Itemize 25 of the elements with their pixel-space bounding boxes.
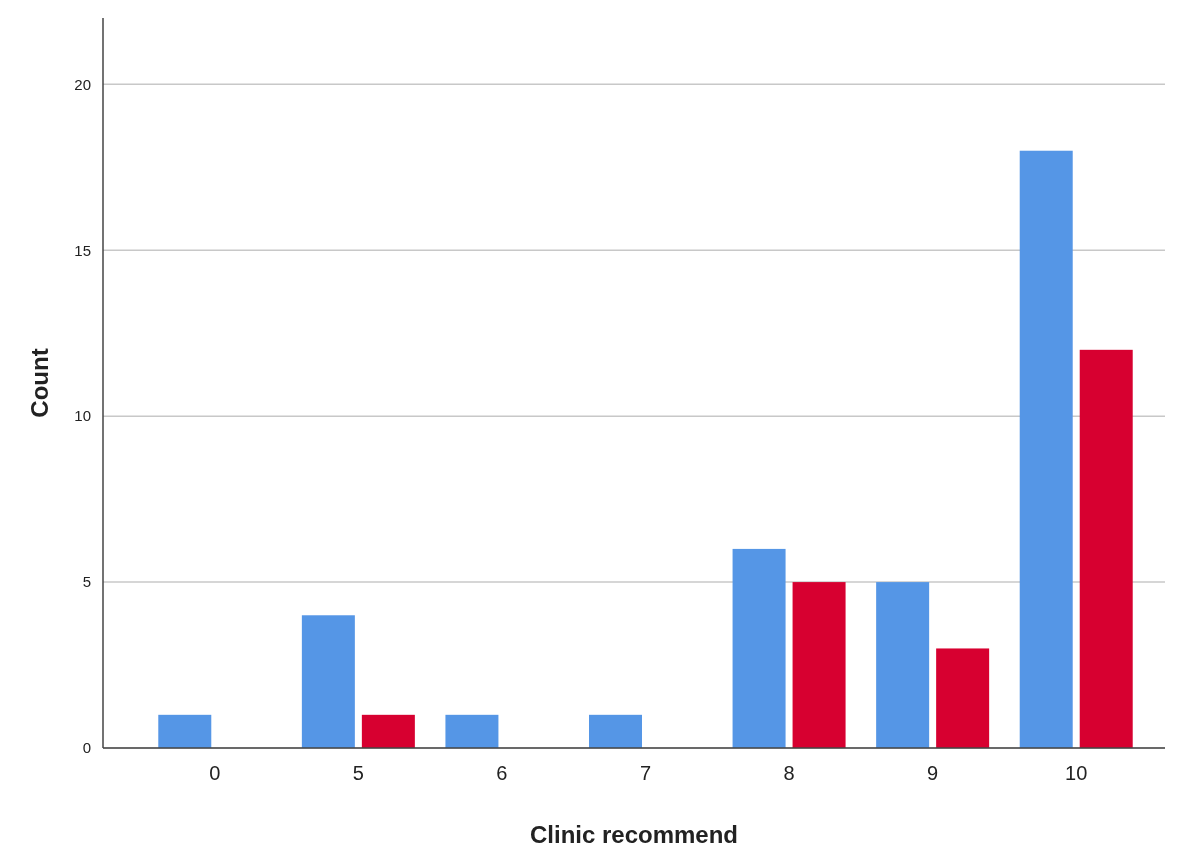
bar xyxy=(589,714,642,748)
bar xyxy=(1019,150,1073,748)
x-tick-label: 5 xyxy=(352,762,364,784)
x-tick-label: 10 xyxy=(1065,762,1088,784)
y-tick-label: 10 xyxy=(74,407,91,425)
bar xyxy=(301,615,355,748)
bar xyxy=(936,648,990,748)
bar xyxy=(876,582,930,748)
y-axis-title: Count xyxy=(26,348,53,418)
bar xyxy=(732,548,786,748)
bar xyxy=(158,714,212,748)
y-tick-label: 20 xyxy=(74,75,91,93)
bar xyxy=(1079,349,1133,748)
bar xyxy=(445,714,499,748)
x-tick-label: 8 xyxy=(783,762,795,784)
bar xyxy=(361,714,415,748)
x-tick-label: 6 xyxy=(496,762,508,784)
x-axis-title: Clinic recommend xyxy=(529,821,739,848)
y-tick-label: 0 xyxy=(82,739,91,757)
y-tick-label: 15 xyxy=(74,241,91,259)
y-tick-label: 5 xyxy=(82,573,91,591)
x-tick-label: 9 xyxy=(927,762,939,784)
bar xyxy=(792,582,846,748)
x-tick-label: 0 xyxy=(209,762,221,784)
x-tick-label: 7 xyxy=(639,762,652,784)
